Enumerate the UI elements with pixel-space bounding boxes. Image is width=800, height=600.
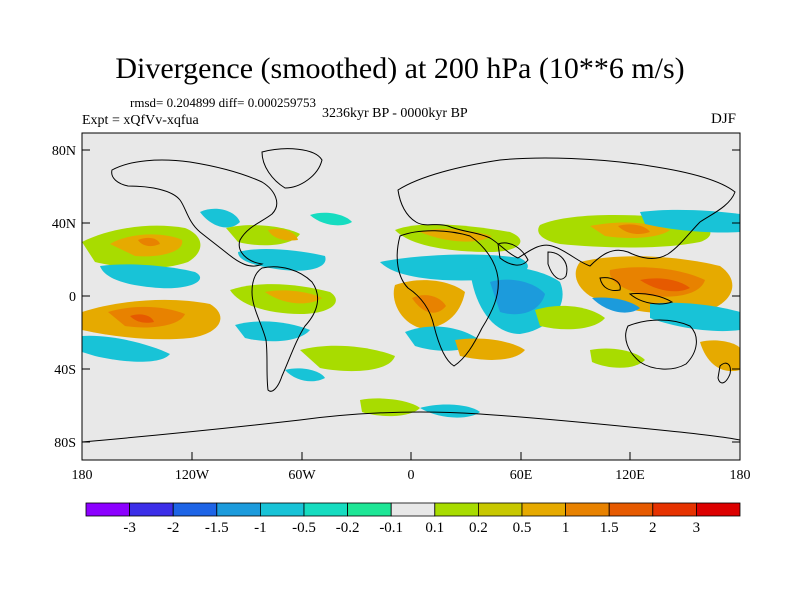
colorbar-swatch [521,502,566,517]
colorbar-label: -0.2 [336,520,360,536]
colorbar-label: -1 [254,520,267,536]
coastlines [82,148,740,443]
colorbar: -3 -2 -1.5 -1 -0.5 -0.2 -0.1 0.1 0.2 0.5 1 1.5 2 3 [85,502,741,536]
lon-label-60e: 60E [510,468,533,483]
lat-tick-marks [82,149,740,443]
colorbar-swatch [390,502,436,517]
lat-label-40n: 40N [52,217,76,232]
colorbar-label: 0.2 [469,520,488,536]
colorbar-label: -0.5 [292,520,316,536]
lat-label-eq: 0 [69,290,76,305]
colorbar-swatch [347,502,392,517]
lat-label-80s: 80S [54,436,76,451]
lon-tick-marks [81,452,741,460]
colorbar-label: 0.5 [513,520,532,536]
colorbar-label: -2 [167,520,180,536]
stats-text: rmsd= 0.204899 diff= 0.000259753 [130,95,316,110]
lat-label-40s: 40S [54,363,76,378]
lon-label-180e: 180 [730,468,751,483]
lon-label-120w: 120W [175,468,210,483]
colorbar-label: -1.5 [205,520,229,536]
colorbar-swatch [172,502,218,517]
lon-label-120e: 120E [615,468,645,483]
colorbar-swatch [216,502,261,517]
experiment-text: Expt = xQfVv-xqfua [82,113,199,128]
lon-label-180w: 180 [72,468,93,483]
colorbar-swatch [434,502,479,517]
colorbar-label: -3 [123,520,136,536]
colorbar-swatch [565,502,610,517]
divergence-field [82,208,740,418]
colorbar-swatch [85,502,130,517]
colorbar-label: 3 [693,520,701,536]
colorbar-swatch [303,502,348,517]
colorbar-swatch [652,502,697,517]
colorbar-swatch [259,502,305,517]
lon-label-60w: 60W [288,468,316,483]
period-text: 3236kyr BP - 0000kyr BP [322,106,468,121]
colorbar-label: 1 [562,520,570,536]
colorbar-swatch [696,502,741,517]
map-title: Divergence (smoothed) at 200 hPa (10**6 … [115,52,685,85]
colorbar-label: 1.5 [600,520,619,536]
colorbar-swatch [129,502,174,517]
season-text: DJF [711,111,737,127]
colorbar-label: 0.1 [425,520,444,536]
colorbar-swatch [477,502,523,517]
lon-label-0: 0 [408,468,415,483]
colorbar-label: 2 [649,520,657,536]
lat-label-80n: 80N [52,144,76,159]
colorbar-label: -0.1 [379,520,403,536]
colorbar-swatch [608,502,654,517]
